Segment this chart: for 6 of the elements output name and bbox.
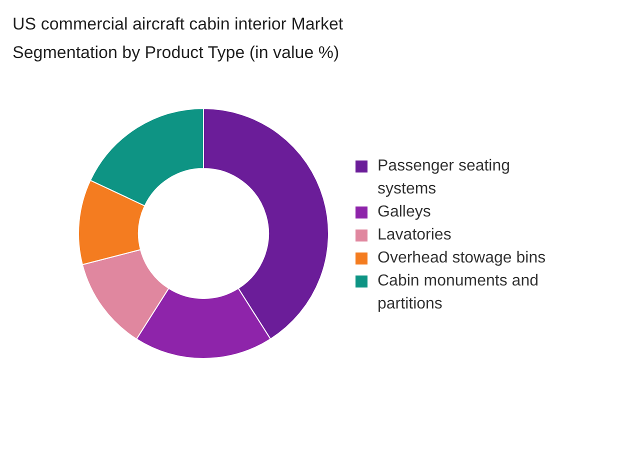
legend-label: Galleys (378, 204, 431, 220)
chart-title: US commercial aircraft cabin interior Market Segmentation by Product Type (in value %) (12, 14, 344, 62)
legend-label: Cabin monuments and partitions (378, 272, 538, 312)
legend-label: Passenger seating systems (378, 158, 510, 198)
legend-label: Lavatories (378, 226, 452, 244)
legend-label: Overhead stowage bins (378, 250, 546, 266)
